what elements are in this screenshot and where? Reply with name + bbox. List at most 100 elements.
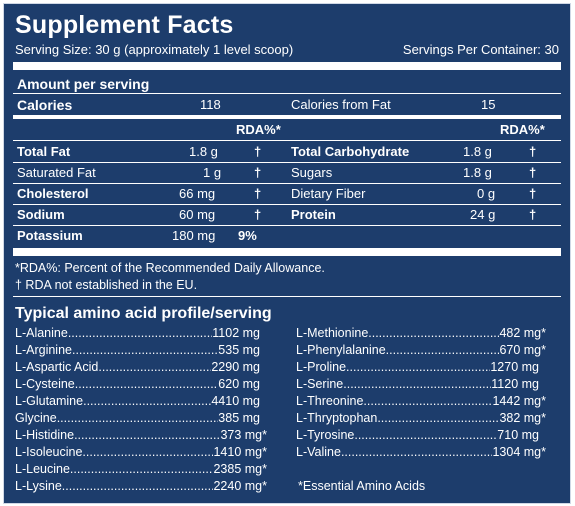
amino-row: L-Glutamine 4410 mg — [15, 394, 260, 408]
nutrient-label: Total Carbohydrate — [291, 144, 410, 159]
nutrient-rda: † — [254, 144, 262, 159]
amino-name: L-Threonine — [296, 394, 364, 408]
amino-section-title: Typical amino acid profile/serving — [15, 305, 272, 322]
amino-name: L-Tyrosine — [296, 428, 355, 442]
amino-name: L-Aspartic Acid — [15, 360, 99, 374]
amino-row: L-Threonine 1442 mg* — [296, 394, 546, 408]
nutrient-label: Dietary Fiber — [291, 186, 366, 201]
footnote-dagger: † RDA not established in the EU. — [15, 278, 198, 292]
nutrient-amount: 1.8 g — [463, 165, 492, 180]
divider — [13, 204, 561, 205]
panel-title: Supplement Facts — [15, 11, 234, 39]
amino-row: Glycine 385 mg — [15, 411, 260, 425]
amino-name: L-Arginine — [15, 343, 72, 357]
amino-value: 535 mg — [218, 343, 260, 357]
amino-value: 2385 mg* — [213, 462, 267, 476]
amino-row: L-Cysteine 620 mg — [15, 377, 260, 391]
nutrient-rda: † — [254, 186, 262, 201]
nutrient-label: Saturated Fat — [17, 165, 96, 180]
divider-medium — [13, 115, 561, 119]
amino-name: L-Histidine — [15, 428, 75, 442]
nutrient-amount: 66 mg — [179, 186, 216, 201]
amino-value: 1120 mg — [491, 377, 539, 391]
amino-row: L-Methionine 482 mg* — [296, 326, 546, 340]
amino-row: L-Arginine 535 mg — [15, 343, 260, 357]
amino-row: L-Valine 1304 mg* — [296, 445, 546, 459]
amino-value: 373 mg* — [220, 428, 267, 442]
amino-value: 1442 mg* — [492, 394, 546, 408]
amino-name: L-Glutamine — [15, 394, 84, 408]
supplement-facts-panel: Supplement Facts Serving Size: 30 g (app… — [3, 3, 571, 504]
amino-row: L-Serine 1120 mg — [296, 377, 539, 391]
nutrient-label: Cholesterol — [17, 186, 89, 201]
divider — [13, 162, 561, 163]
nutrient-rda: † — [529, 165, 537, 180]
amino-name: L-Proline — [296, 360, 347, 374]
rda-header-left: RDA%* — [236, 122, 281, 137]
divider-thick — [13, 248, 561, 256]
nutrient-label: Total Fat — [17, 144, 71, 159]
rda-header-right: RDA%* — [500, 122, 545, 137]
amino-value: 710 mg — [497, 428, 539, 442]
amino-value: 4410 mg — [211, 394, 260, 408]
amino-value: 1270 mg — [490, 360, 539, 374]
nutrient-rda: † — [529, 207, 537, 222]
amino-row: L-Leucine 2385 mg* — [15, 462, 267, 476]
serving-size: Serving Size: 30 g (approximately 1 leve… — [15, 42, 294, 57]
nutrient-amount: 60 mg — [179, 207, 216, 222]
amino-value: 1410 mg* — [213, 445, 267, 459]
nutrient-rda: 9% — [238, 228, 257, 243]
amino-value: 620 mg — [218, 377, 260, 391]
nutrient-label: Sugars — [291, 165, 333, 180]
divider — [13, 93, 561, 94]
amino-name: L-Isoleucine — [15, 445, 83, 459]
amino-value: 1102 mg — [212, 326, 260, 340]
nutrient-amount: 1.8 g — [189, 144, 218, 159]
amino-value: 2240 mg* — [213, 479, 267, 493]
nutrient-amount: 1 g — [203, 165, 222, 180]
nutrient-amount: 180 mg — [172, 228, 216, 243]
amino-name: L-Thryptophan — [296, 411, 378, 425]
nutrient-label: Sodium — [17, 207, 65, 222]
amino-row: L-Proline 1270 mg — [296, 360, 539, 374]
amino-value: 670 mg* — [499, 343, 546, 357]
calories-label: Calories — [17, 97, 73, 113]
footnote-rda: *RDA%: Percent of the Recommended Daily … — [15, 261, 325, 275]
nutrient-amount: 0 g — [477, 186, 496, 201]
amino-name: L-Cysteine — [15, 377, 75, 391]
amino-name: L-Lysine — [15, 479, 62, 493]
divider-thick — [13, 62, 561, 70]
amino-name: L-Alanine — [15, 326, 68, 340]
divider — [13, 183, 561, 184]
amino-row: L-Histidine 373 mg* — [15, 428, 267, 442]
nutrient-amount: 24 g — [470, 207, 496, 222]
calories-from-fat-label: Calories from Fat — [291, 97, 391, 112]
nutrient-label: Potassium — [17, 228, 83, 243]
amino-value: 382 mg* — [499, 411, 546, 425]
amino-value: 482 mg* — [499, 326, 546, 340]
amount-per-serving-label: Amount per serving — [17, 76, 150, 92]
servings-per-container: Servings Per Container: 30 — [402, 42, 559, 57]
nutrient-amount: 1.8 g — [463, 144, 492, 159]
divider — [13, 225, 561, 226]
amino-name: L-Methionine — [296, 326, 369, 340]
amino-row: L-Phenylalanine 670 mg* — [296, 343, 546, 357]
amino-name: L-Valine — [296, 445, 341, 459]
amino-name: Glycine — [15, 411, 57, 425]
divider — [13, 296, 561, 297]
nutrient-rda: † — [529, 144, 537, 159]
amino-row: L-Tyrosine 710 mg — [296, 428, 539, 442]
amino-value: 1304 mg* — [492, 445, 546, 459]
divider — [13, 140, 561, 141]
calories-value: 118 — [200, 97, 221, 112]
calories-from-fat-value: 15 — [481, 97, 496, 112]
nutrient-label: Protein — [291, 207, 336, 222]
nutrient-rda: † — [254, 207, 262, 222]
amino-row: L-Thryptophan 382 mg* — [296, 411, 546, 425]
amino-value: 385 mg — [218, 411, 260, 425]
amino-name: L-Serine — [296, 377, 344, 391]
essential-amino-note: *Essential Amino Acids — [298, 479, 426, 493]
amino-row: L-Isoleucine 1410 mg* — [15, 445, 267, 459]
amino-row: L-Alanine 1102 mg — [15, 326, 260, 340]
amino-value: 2290 mg — [211, 360, 260, 374]
